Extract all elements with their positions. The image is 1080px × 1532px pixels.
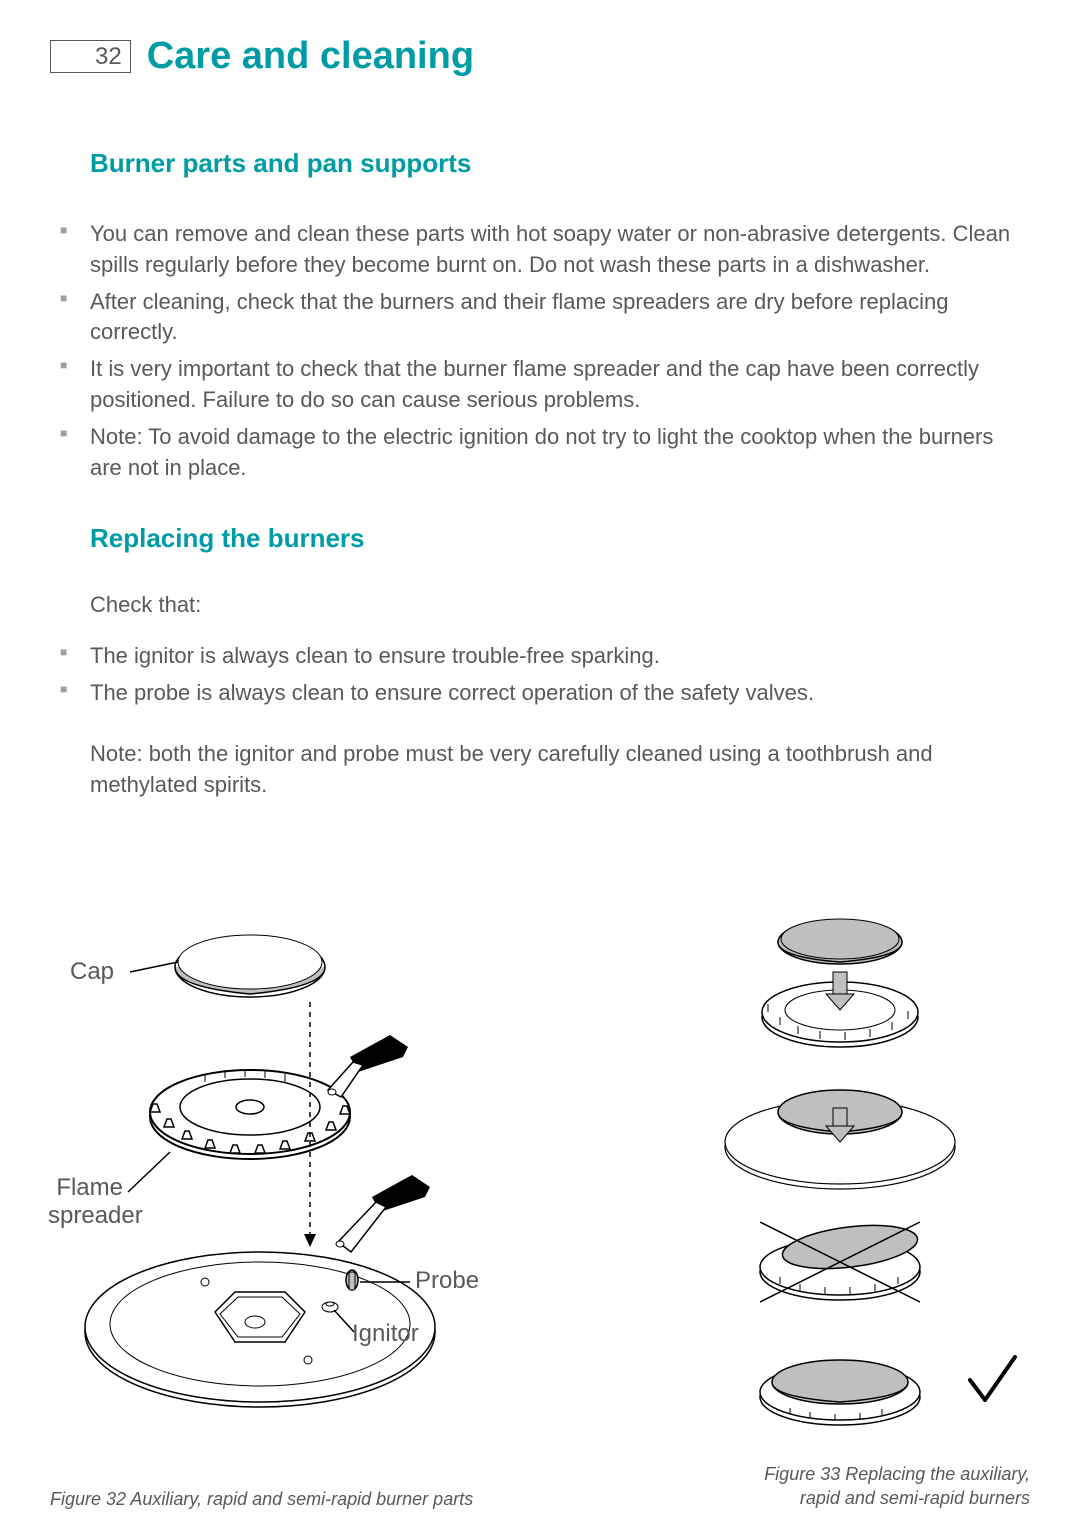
page-header: 32 Care and cleaning bbox=[50, 35, 1030, 78]
label-flame: Flame bbox=[56, 1174, 123, 1201]
burner-parts-diagram: Cap Flame spreader Probe Ignitor bbox=[30, 912, 510, 1432]
hand-pointer-lower bbox=[336, 1175, 430, 1252]
list-item: Note: To avoid damage to the electric ig… bbox=[50, 422, 1030, 484]
step2-shape bbox=[725, 1090, 955, 1189]
list-item: You can remove and clean these parts wit… bbox=[50, 219, 1030, 281]
flame-spreader-shape bbox=[150, 1069, 350, 1159]
step3-wrong-shape bbox=[760, 1219, 920, 1302]
diagram-area: Cap Flame spreader Probe Ignitor bbox=[30, 912, 1030, 1462]
section2-list: The ignitor is always clean to ensure tr… bbox=[50, 641, 1030, 709]
label-flame-spreader: Flame spreader bbox=[48, 1174, 123, 1230]
check-that-intro: Check that: bbox=[90, 590, 1030, 621]
check-icon bbox=[970, 1357, 1015, 1400]
fig33-line1: Figure 33 Replacing the auxiliary, bbox=[764, 1464, 1030, 1484]
list-item: It is very important to check that the b… bbox=[50, 354, 1030, 416]
figure-32-caption: Figure 32 Auxiliary, rapid and semi-rapi… bbox=[50, 1489, 473, 1510]
section1-list: You can remove and clean these parts wit… bbox=[50, 219, 1030, 483]
list-item: After cleaning, check that the burners a… bbox=[50, 287, 1030, 349]
figure-33-caption: Figure 33 Replacing the auxiliary, rapid… bbox=[764, 1463, 1030, 1510]
fig33-line2: rapid and semi-rapid burners bbox=[800, 1488, 1030, 1508]
burner-exploded-svg bbox=[30, 912, 510, 1432]
ignitor-shape bbox=[322, 1302, 338, 1312]
hand-pointer-upper bbox=[328, 1035, 408, 1097]
step1-shape bbox=[762, 919, 918, 1047]
list-item: The probe is always clean to ensure corr… bbox=[50, 678, 1030, 709]
label-ignitor: Ignitor bbox=[352, 1320, 419, 1348]
label-probe: Probe bbox=[415, 1267, 479, 1295]
label-spreader: spreader bbox=[48, 1202, 143, 1229]
cap-shape bbox=[175, 935, 325, 997]
cleaning-note: Note: both the ignitor and probe must be… bbox=[90, 739, 1030, 801]
page-number: 32 bbox=[95, 43, 122, 70]
list-item: The ignitor is always clean to ensure tr… bbox=[50, 641, 1030, 672]
section-heading-burner-parts: Burner parts and pan supports bbox=[90, 148, 1030, 179]
steps-svg bbox=[650, 912, 1030, 1472]
replacement-steps-diagram bbox=[650, 912, 1030, 1472]
section-heading-replacing: Replacing the burners bbox=[90, 523, 1030, 554]
probe-shape bbox=[346, 1270, 358, 1290]
step4-correct-shape bbox=[760, 1360, 920, 1425]
page-number-box: 32 bbox=[50, 40, 131, 73]
label-cap: Cap bbox=[70, 958, 114, 986]
page-title: Care and cleaning bbox=[147, 35, 474, 78]
